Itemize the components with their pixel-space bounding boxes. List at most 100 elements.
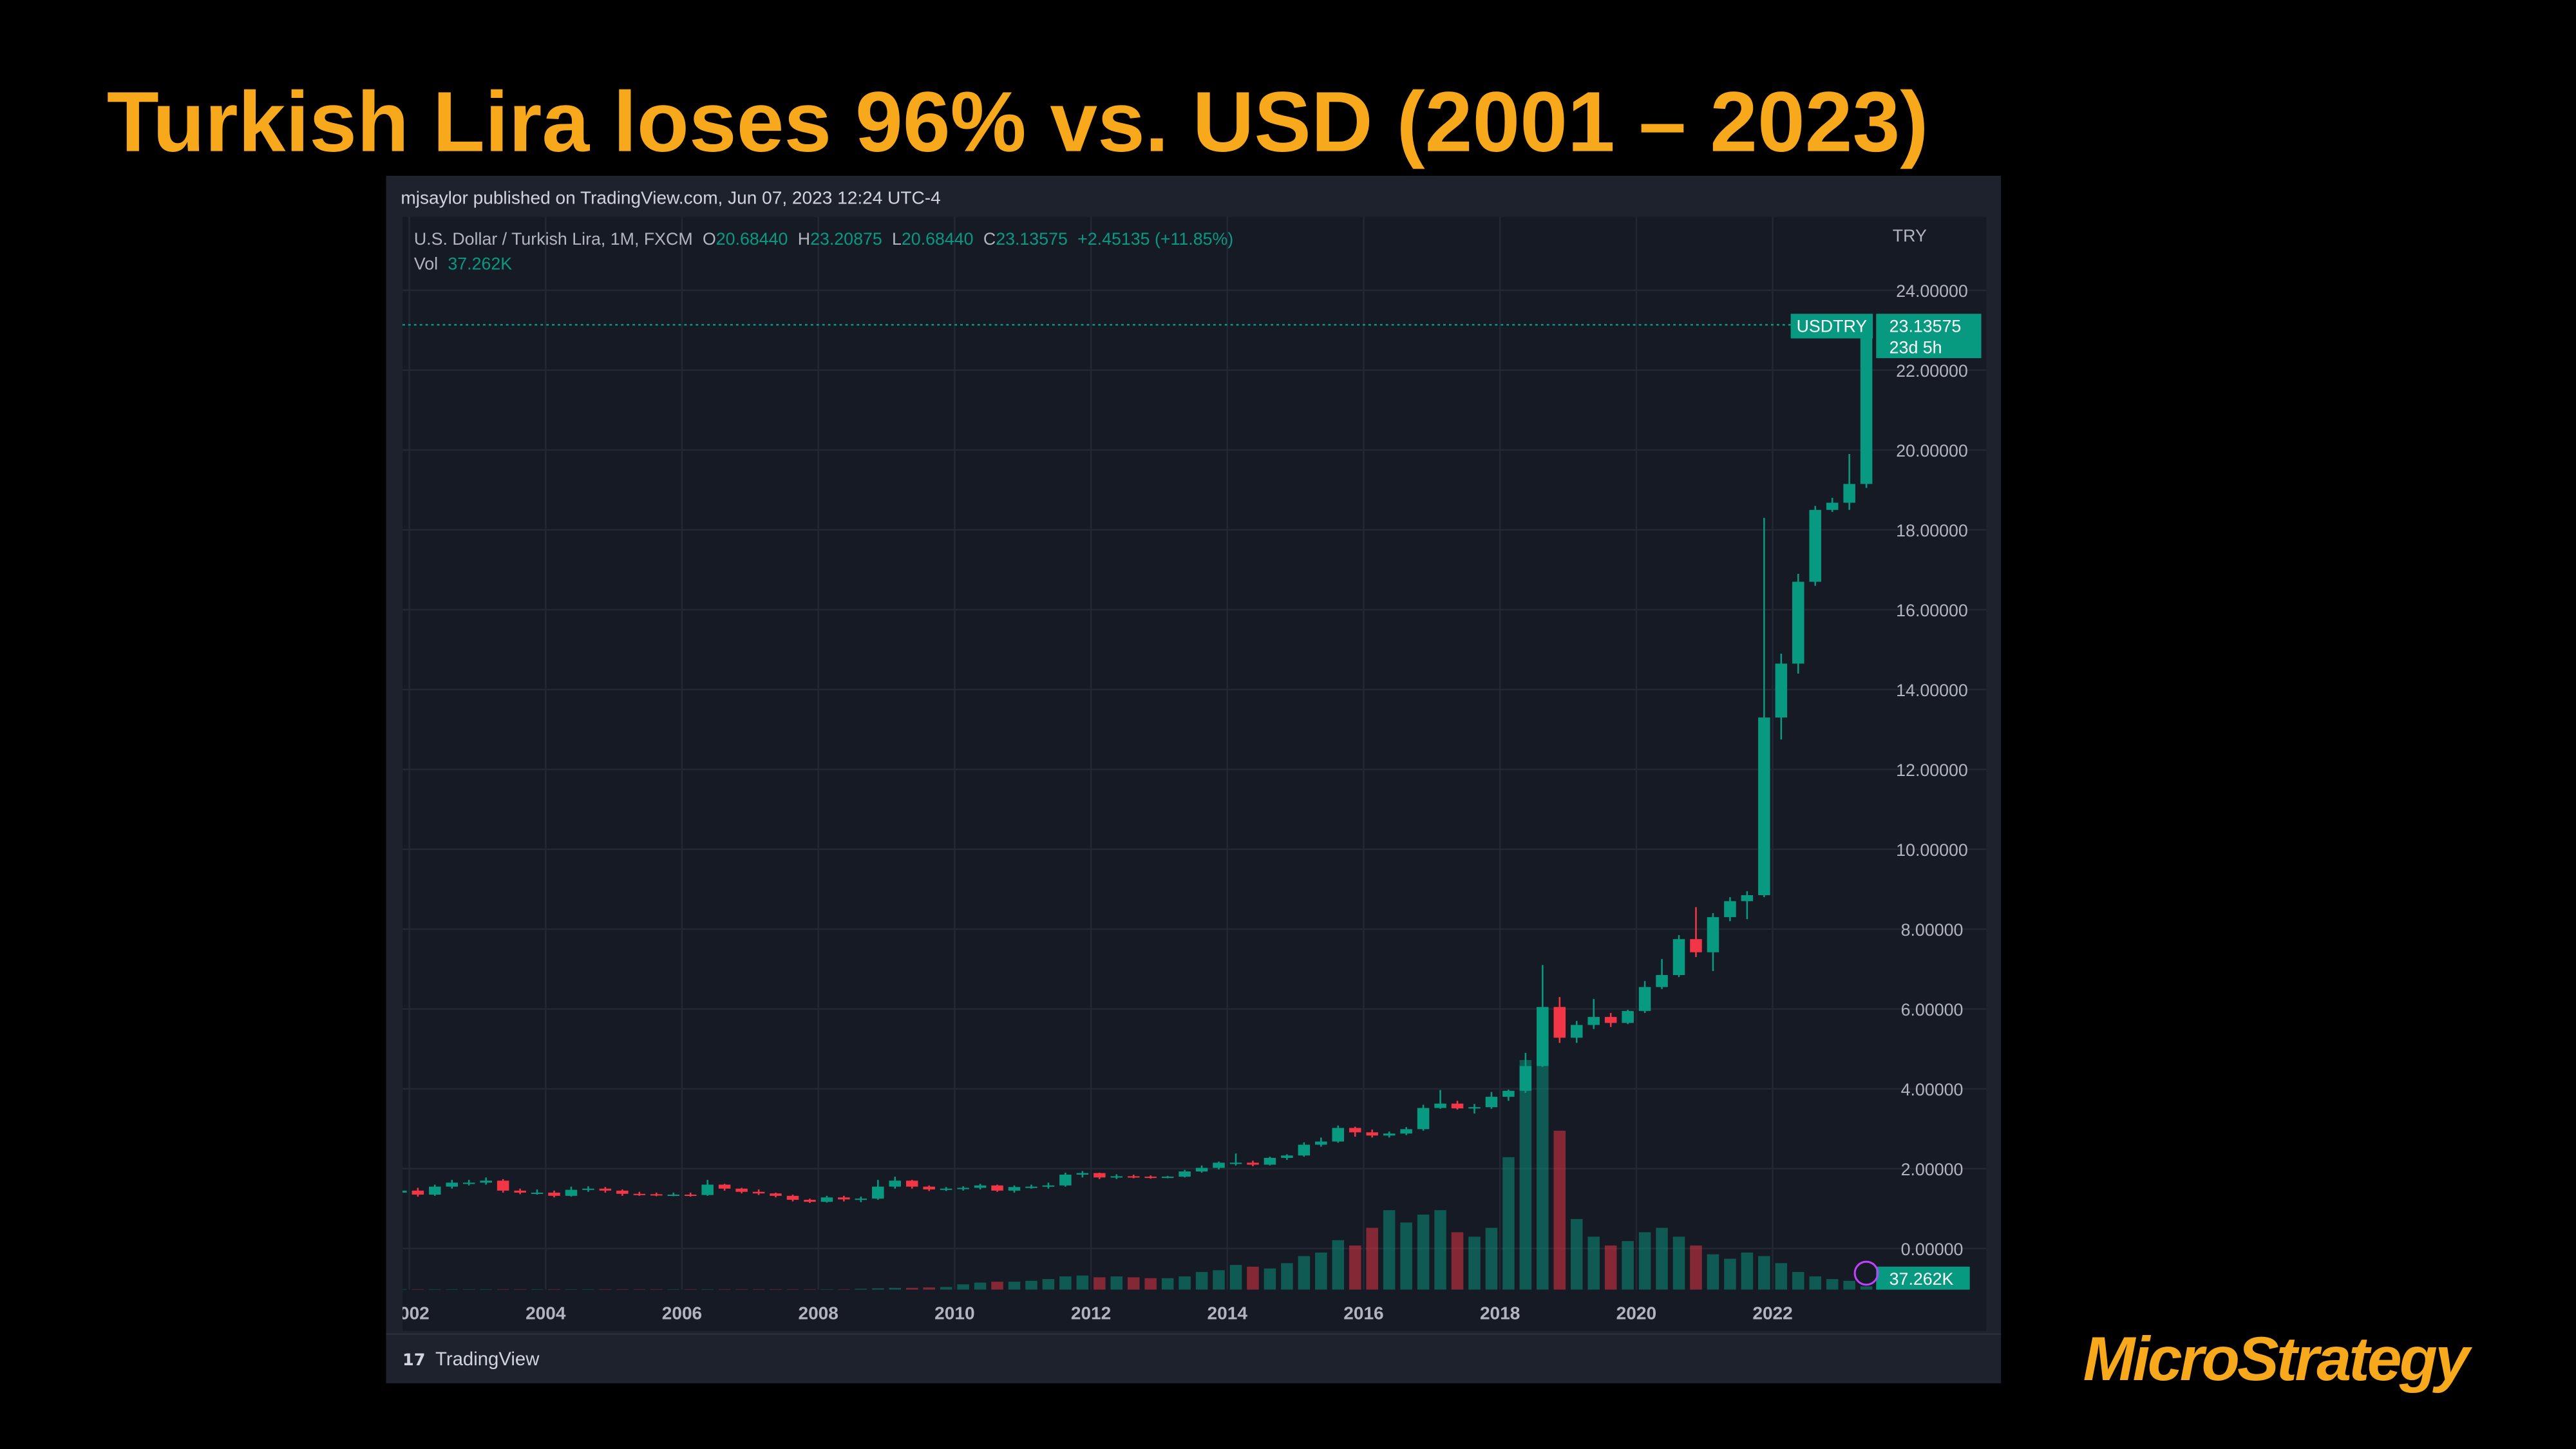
volume-bar [786, 1289, 799, 1290]
candle-body [1042, 1185, 1055, 1187]
volume-bar [991, 1282, 1003, 1290]
volume-bar [1485, 1227, 1498, 1290]
candle-body [1656, 975, 1668, 987]
candle-body [667, 1195, 680, 1197]
volume-bar [548, 1289, 560, 1290]
volume-bar [1672, 1236, 1685, 1290]
candle-body [684, 1195, 697, 1197]
candle-body [514, 1190, 526, 1193]
legend: U.S. Dollar / Turkish Lira, 1M, FXCM O20.… [414, 229, 1233, 249]
volume-bar [1417, 1215, 1430, 1290]
volume-bar [718, 1289, 731, 1290]
ticker-box [1790, 314, 1873, 339]
candle-body [1775, 663, 1788, 718]
candle-body [1519, 1066, 1532, 1091]
symbol: U.S. Dollar / Turkish Lira, 1M, FXCM [414, 229, 693, 249]
candle-body [599, 1188, 612, 1191]
volume-bar [1229, 1265, 1242, 1290]
plot-background [402, 216, 1987, 1331]
volume-bar [1332, 1240, 1345, 1290]
candle-body [1008, 1187, 1021, 1191]
candle-body [650, 1194, 663, 1196]
candle-body [1076, 1173, 1089, 1175]
volume-bar [1792, 1272, 1804, 1290]
candle-body [838, 1197, 850, 1200]
volume-bar [1587, 1236, 1600, 1290]
volume-bar [1076, 1275, 1089, 1290]
volume-bar [1195, 1272, 1208, 1290]
candle-body [1366, 1132, 1378, 1136]
candle-body [1247, 1162, 1259, 1165]
y-tick-label: 16.00000 [1896, 601, 1968, 620]
candle-body [1809, 509, 1821, 582]
candle-body [1537, 1007, 1549, 1066]
alert-icon[interactable] [1853, 1260, 1879, 1286]
volume-bar [429, 1289, 441, 1290]
volume-bar [1298, 1256, 1311, 1290]
candle-body [1741, 895, 1754, 902]
vol-value: 37.262K [448, 254, 512, 273]
volume-bar [616, 1289, 629, 1290]
candle-body [820, 1197, 833, 1202]
volume-bars [402, 1033, 1873, 1290]
candle-body [531, 1192, 544, 1194]
logo: MicroStrategy [2083, 1323, 2472, 1394]
y-tick-label: 4.00000 [1901, 1080, 1964, 1099]
volume-bar [1570, 1218, 1583, 1290]
volume-bar [446, 1289, 459, 1290]
candle-body [991, 1185, 1003, 1191]
candle-body [1707, 917, 1719, 952]
volume-bar [804, 1289, 816, 1290]
candle-body [940, 1188, 952, 1190]
candle-body [770, 1193, 782, 1196]
candle-body [786, 1195, 799, 1200]
candle-body [565, 1189, 578, 1196]
candle-body [446, 1182, 459, 1187]
ohlc-key: C [983, 229, 996, 249]
candle-body [480, 1180, 492, 1183]
volume-bar [1059, 1276, 1072, 1290]
ohlc-key: O [703, 229, 716, 249]
volume-bar [1434, 1210, 1446, 1290]
candle-body [1451, 1103, 1464, 1109]
x-tick-label: 2014 [1208, 1303, 1248, 1323]
volume-bar [1553, 1130, 1566, 1290]
volume-bar [1281, 1263, 1293, 1290]
volume-bar [1110, 1276, 1123, 1290]
x-tick-label: 2006 [662, 1303, 702, 1323]
volume-bar [1775, 1263, 1788, 1290]
volume-box [1876, 1266, 1970, 1290]
volume-bar [1161, 1278, 1174, 1290]
volume-bar [1656, 1227, 1668, 1290]
volume-bar [1144, 1278, 1157, 1290]
volume-bar [633, 1289, 646, 1290]
volume-bar [1826, 1279, 1839, 1290]
candle-body [957, 1188, 969, 1189]
ohlc-value: 23.20875 [810, 229, 882, 249]
volume-bar [701, 1289, 714, 1290]
x-tick-label: 2018 [1480, 1303, 1520, 1323]
candle-body [1144, 1177, 1157, 1179]
volume-bar [684, 1289, 697, 1290]
candle-body [497, 1180, 509, 1191]
volume-bar [462, 1289, 475, 1290]
candle-body [1127, 1176, 1140, 1178]
candle-body [718, 1184, 731, 1189]
volume-bar [480, 1289, 492, 1290]
candle-body [974, 1185, 987, 1188]
volume-bar [1519, 1060, 1532, 1290]
candle-body [1400, 1129, 1412, 1134]
y-tick-label: 6.00000 [1901, 1000, 1964, 1019]
volume-bar [1758, 1256, 1770, 1290]
volume-tag: 37.262K [1889, 1269, 1954, 1289]
volume-bar [752, 1289, 765, 1290]
volume-bar [514, 1289, 526, 1290]
candle-body [1417, 1108, 1430, 1130]
candle-body [1161, 1177, 1174, 1179]
candle-body [1332, 1128, 1345, 1142]
candle-body [1758, 717, 1770, 896]
publisher: mjsaylor published on TradingView.com, J… [401, 187, 940, 207]
volume-bar [1179, 1276, 1191, 1290]
last-price: 23.13575 [1889, 316, 1962, 336]
